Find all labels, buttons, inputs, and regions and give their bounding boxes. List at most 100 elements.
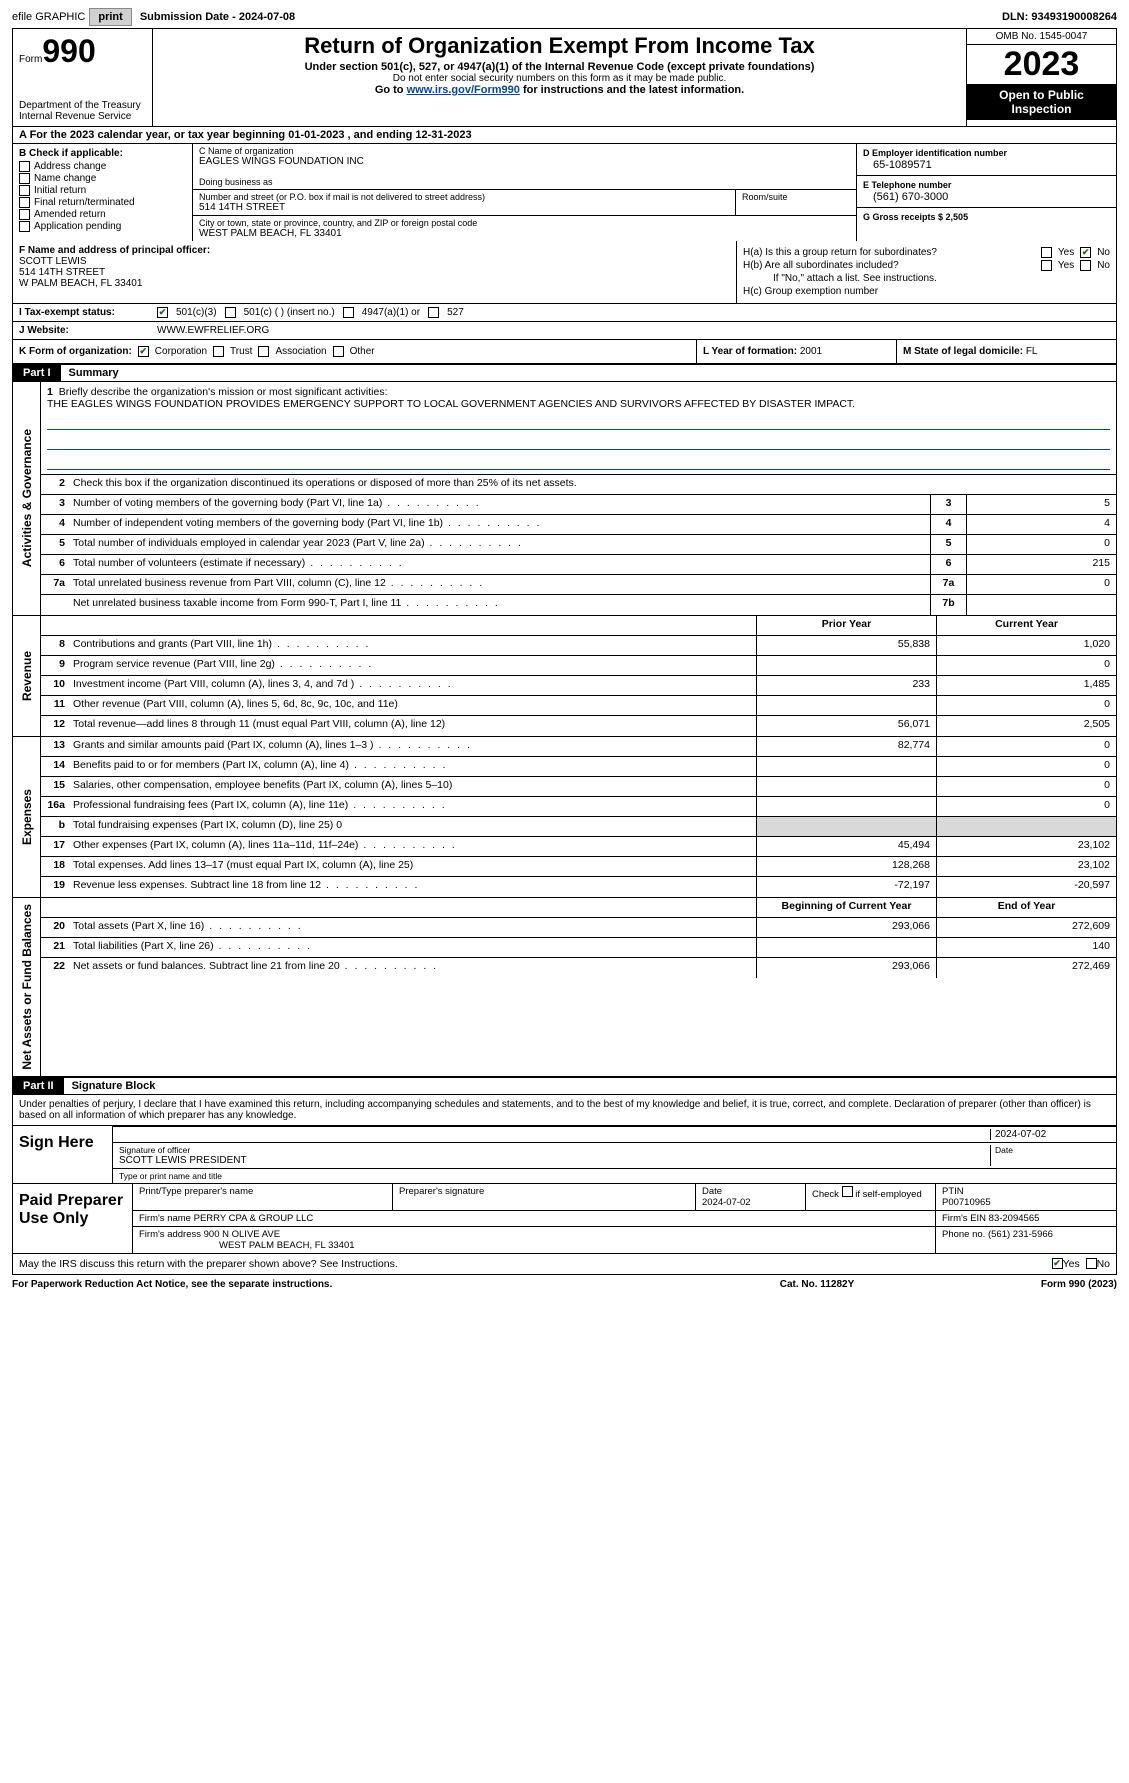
irs-link[interactable]: www.irs.gov/Form990 [407,84,520,96]
side-label-revenue: Revenue [20,645,34,707]
c15: 0 [936,777,1116,796]
chk-501c3[interactable] [157,307,168,318]
hb-yes[interactable] [1041,260,1052,271]
year-formation: L Year of formation: 2001 [696,340,896,363]
chk-self-employed[interactable] [842,1186,853,1197]
v7b [966,595,1116,615]
print-button[interactable]: print [89,8,131,26]
ptin: P00710965 [942,1197,991,1208]
chk-other[interactable] [333,346,344,357]
row-j-website: J Website: WWW.EWFRELIEF.ORG [12,322,1117,340]
firm-addr1: 900 N OLIVE AVE [204,1229,280,1240]
header-left: Form990 Department of the Treasury Inter… [13,29,153,126]
c18: 23,102 [936,857,1116,876]
street: 514 14TH STREET [199,202,285,213]
officer-name: SCOTT LEWIS PRESIDENT [119,1155,247,1166]
org-name: EAGLES WINGS FOUNDATION INC [199,156,850,167]
open-inspection: Open to Public Inspection [967,84,1116,120]
p15 [756,777,936,796]
c16a: 0 [936,797,1116,816]
col-c-org-info: C Name of organization EAGLES WINGS FOUN… [193,144,856,241]
chk-address-change[interactable] [19,161,30,172]
v4: 4 [966,515,1116,534]
p14 [756,757,936,776]
header-right: OMB No. 1545-0047 2023 Open to Public In… [966,29,1116,126]
ha-yes[interactable] [1041,247,1052,258]
form-number: 990 [42,33,95,69]
c12: 2,505 [936,716,1116,736]
irs-label: Internal Revenue Service [19,111,146,122]
part2-header: Part II Signature Block [12,1077,1117,1095]
ein: 65-1089571 [863,159,932,171]
v6: 215 [966,555,1116,574]
v5: 0 [966,535,1116,554]
sign-here-row: Sign Here 2024-07-02 Signature of office… [13,1126,1116,1183]
row-a-tax-year: A For the 2023 calendar year, or tax yea… [12,126,1117,144]
tax-year: 2023 [967,45,1116,84]
p16a [756,797,936,816]
chk-trust[interactable] [213,346,224,357]
may-yes[interactable] [1052,1258,1063,1269]
city-state-zip: WEST PALM BEACH, FL 33401 [199,228,850,239]
firm-addr2: WEST PALM BEACH, FL 33401 [139,1240,355,1251]
chk-final-return[interactable] [19,197,30,208]
col-de: D Employer identification number 65-1089… [856,144,1116,241]
c13: 0 [936,737,1116,756]
c17: 23,102 [936,837,1116,856]
p13: 82,774 [756,737,936,756]
row-klm: K Form of organization: Corporation Trus… [12,340,1117,364]
activities-governance: Activities & Governance 1 Briefly descri… [12,382,1117,616]
chk-name-change[interactable] [19,173,30,184]
p11 [756,696,936,715]
sig-date: 2024-07-02 [990,1129,1110,1140]
p19: -72,197 [756,877,936,897]
c22: 272,469 [936,958,1116,978]
form-note1: Do not enter social security numbers on … [159,73,960,84]
may-no[interactable] [1086,1258,1097,1269]
form-subtitle: Under section 501(c), 527, or 4947(a)(1)… [159,61,960,73]
header-mid: Return of Organization Exempt From Incom… [153,29,966,126]
firm-name: PERRY CPA & GROUP LLC [194,1213,314,1224]
chk-527[interactable] [428,307,439,318]
chk-501c[interactable] [225,307,236,318]
paid-preparer-row: Paid Preparer Use Only Print/Type prepar… [13,1183,1116,1253]
chk-corporation[interactable] [138,346,149,357]
chk-4947[interactable] [343,307,354,318]
omb-number: OMB No. 1545-0047 [967,29,1116,45]
p20: 293,066 [756,918,936,937]
signature-block: Under penalties of perjury, I declare th… [12,1095,1117,1254]
chk-amended-return[interactable] [19,209,30,220]
form-title: Return of Organization Exempt From Incom… [159,33,960,59]
v3: 5 [966,495,1116,514]
row-i-tax-status: I Tax-exempt status: 501(c)(3) 501(c) ( … [12,304,1117,322]
p22: 293,066 [756,958,936,978]
p21 [756,938,936,957]
p8: 55,838 [756,636,936,655]
revenue-section: Revenue Prior YearCurrent Year 8Contribu… [12,616,1117,737]
c14: 0 [936,757,1116,776]
expenses-section: Expenses 13Grants and similar amounts pa… [12,737,1117,898]
form-of-org: K Form of organization: Corporation Trus… [13,340,696,363]
side-label-governance: Activities & Governance [20,423,34,573]
chk-association[interactable] [258,346,269,357]
hb-no[interactable] [1080,260,1091,271]
c11: 0 [936,696,1116,715]
firm-ein: 83-2094565 [989,1213,1040,1224]
c21: 140 [936,938,1116,957]
chk-application-pending[interactable] [19,221,30,232]
page-footer: For Paperwork Reduction Act Notice, see … [12,1275,1117,1294]
form-990-page: efile GRAPHIC print Submission Date - 20… [0,0,1129,1302]
c19: -20,597 [936,877,1116,897]
firm-phone: (561) 231-5966 [988,1229,1053,1240]
mission-block: 1 Briefly describe the organization's mi… [41,382,1116,475]
c9: 0 [936,656,1116,675]
chk-initial-return[interactable] [19,185,30,196]
c8: 1,020 [936,636,1116,655]
p9 [756,656,936,675]
prep-date: 2024-07-02 [702,1197,751,1208]
phone: (561) 670-3000 [863,191,948,203]
c10: 1,485 [936,676,1116,695]
ha-no[interactable] [1080,247,1091,258]
p18: 128,268 [756,857,936,876]
form-note2: Go to www.irs.gov/Form990 for instructio… [159,84,960,96]
